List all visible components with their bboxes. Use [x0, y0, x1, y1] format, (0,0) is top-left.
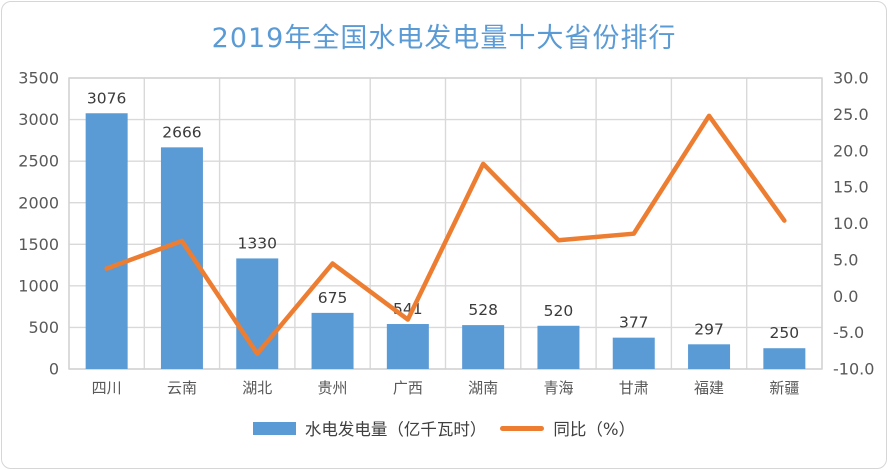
bar [386, 324, 429, 369]
bar-value-label: 250 [770, 324, 800, 342]
bar-series-label: 水电发电量（亿千瓦时） [304, 420, 487, 439]
left-axis-tick-label: 3500 [18, 69, 59, 88]
bar-value-label: 528 [468, 301, 498, 319]
right-axis-tick-label: -5.0 [833, 323, 864, 342]
bar [311, 312, 354, 369]
bar-value-label: 1330 [238, 234, 277, 252]
bar [612, 337, 655, 369]
bar-value-label: 377 [619, 314, 649, 332]
bar-value-label: 3076 [87, 89, 126, 107]
line-series-label: 同比（%） [553, 420, 636, 439]
left-axis-tick-label: 2000 [18, 193, 59, 212]
bar [763, 348, 806, 369]
category-label: 新疆 [769, 379, 799, 397]
bar [462, 325, 505, 369]
right-axis-tick-label: 20.0 [833, 141, 869, 160]
bar [537, 325, 580, 369]
category-label: 四川 [92, 379, 122, 397]
right-axis-tick-label: 30.0 [833, 69, 869, 88]
right-axis-tick-label: 15.0 [833, 178, 869, 197]
left-axis-tick-label: 1000 [18, 276, 59, 295]
bar-value-label: 297 [694, 320, 724, 338]
left-axis-tick-label: 500 [28, 318, 59, 337]
chart-title: 2019年全国水电发电量十大省份排行 [211, 23, 677, 54]
right-axis-tick-label: 5.0 [833, 250, 858, 269]
bar [85, 113, 128, 370]
plot-border [68, 77, 823, 370]
bar-value-label: 520 [544, 302, 574, 320]
right-axis-tick-label: 0.0 [833, 287, 858, 306]
left-axis-tick-label: 3000 [18, 110, 59, 129]
right-axis-tick-label: 25.0 [833, 105, 869, 124]
category-label: 云南 [167, 379, 197, 397]
category-label: 湖北 [242, 379, 272, 397]
legend: 水电发电量（亿千瓦时） 同比（%） [2, 416, 886, 440]
left-axis-tick-label: 1500 [18, 235, 59, 254]
trend-line [104, 113, 787, 356]
category-label: 福建 [694, 379, 724, 397]
category-label: 甘肃 [619, 379, 649, 397]
left-axis-tick-label: 0 [49, 360, 59, 379]
category-label: 青海 [543, 379, 573, 397]
legend-item-bar-series: 水电发电量（亿千瓦时） [252, 416, 487, 440]
combo-chart: 3500 3000 2500 2000 1500 1000 500 0 30.0 25.0 20.0… [18, 69, 874, 397]
category-label: 贵州 [318, 379, 348, 397]
legend-item-line-series: 同比（%） [500, 416, 635, 440]
category-label: 广西 [393, 379, 423, 397]
category-label: 湖南 [468, 379, 498, 397]
bar-value-label: 2666 [162, 123, 201, 141]
bar [160, 147, 203, 369]
right-axis-tick-label: -10.0 [833, 360, 874, 379]
left-axis-tick-label: 2500 [18, 152, 59, 171]
right-axis-tick-label: 10.0 [833, 214, 869, 233]
line-series-swatch [500, 425, 545, 431]
bar-series-swatch [252, 421, 296, 435]
bar-value-label: 675 [318, 289, 348, 307]
bar [688, 344, 731, 369]
